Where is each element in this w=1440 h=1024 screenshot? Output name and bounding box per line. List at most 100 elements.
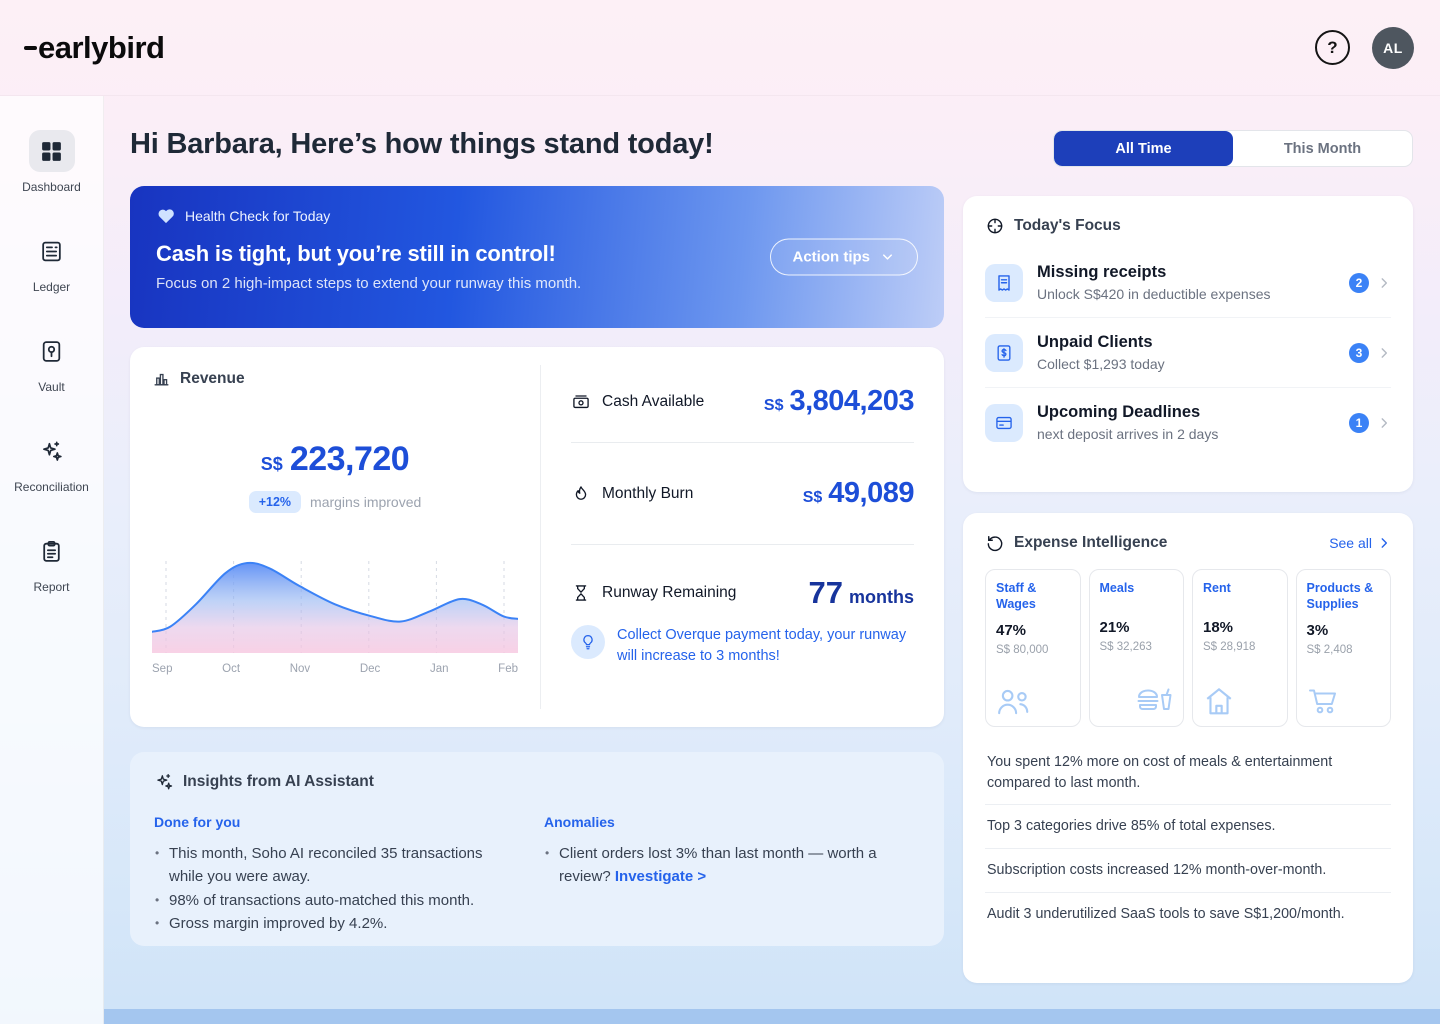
sidebar-item-vault[interactable]: Vault: [29, 330, 75, 394]
revenue-header: Revenue: [152, 369, 518, 388]
category-amount: S$ 80,000: [996, 643, 1049, 656]
sidebar-item-report[interactable]: Report: [29, 530, 75, 594]
revenue-chart: [152, 561, 518, 653]
chevron-right-icon: [1377, 276, 1391, 290]
invoice-dollar-icon: [985, 333, 1023, 372]
category-amount: S$ 32,263: [1099, 641, 1152, 653]
top-bar: earlybird ? AL: [0, 0, 1440, 96]
see-all-label: See all: [1329, 535, 1372, 551]
month-label: Dec: [359, 663, 381, 675]
expense-note: You spent 12% more on cost of meals & en…: [987, 754, 1333, 791]
todays-focus-card: Today's Focus Missing receipts Unlock S$…: [963, 196, 1413, 492]
banner-subtitle: Focus on 2 high-impact steps to extend y…: [156, 275, 582, 292]
focus-item-meta: 3: [1349, 342, 1391, 363]
stat-label: Runway Remaining: [602, 584, 737, 601]
stat-cash-available: Cash Available S$ 3,804,203: [571, 369, 914, 443]
expense-notes: You spent 12% more on cost of meals & en…: [985, 741, 1391, 936]
done-for-you-title: Done for you: [154, 814, 241, 830]
category-percent: 21%: [1099, 619, 1130, 636]
category-name: Rent: [1203, 581, 1231, 595]
question-mark-icon: ?: [1327, 37, 1338, 57]
focus-item-unpaid-clients[interactable]: Unpaid Clients Collect $1,293 today 3: [985, 317, 1391, 387]
stat-amount: 3,804,203: [789, 385, 914, 417]
insights-header: Insights from AI Assistant: [154, 772, 920, 792]
count-badge: 3: [1349, 342, 1369, 363]
done-for-you-list: This month, Soho AI reconciled 35 transa…: [154, 842, 514, 935]
stat-value: 77 months: [809, 575, 914, 611]
anomalies-section: Anomalies Client orders lost 3% than las…: [544, 814, 920, 935]
lightbulb-icon: [571, 625, 605, 659]
runway-months: 77: [808, 575, 843, 610]
stat-label-row: Runway Remaining: [571, 583, 736, 603]
stat-monthly-burn: Monthly Burn S$ 49,089: [571, 443, 914, 545]
category-percent: 47%: [996, 621, 1027, 639]
focus-item-upcoming-deadlines[interactable]: Upcoming Deadlines next deposit arrives …: [985, 387, 1391, 457]
category-staff-wages: Staff & Wages 47% S$ 80,000: [985, 569, 1081, 727]
category-percent: 3%: [1306, 621, 1329, 639]
focus-item-title: Upcoming Deadlines: [1037, 403, 1201, 421]
banner-eyebrow-label: Health Check for Today: [185, 208, 331, 224]
action-tips-button[interactable]: Action tips: [769, 238, 918, 276]
category-percent: 18%: [1203, 619, 1234, 636]
sidebar-item-reconciliation[interactable]: Reconciliation: [14, 430, 89, 494]
expense-header: Expense Intelligence See all: [985, 533, 1391, 553]
month-label: Sep: [152, 663, 173, 675]
focus-item-meta: 2: [1349, 272, 1391, 293]
currency-prefix: S$: [260, 454, 283, 474]
focus-rows: Missing receipts Unlock S$420 in deducti…: [985, 248, 1391, 457]
toggle-all-time[interactable]: All Time: [1054, 131, 1233, 166]
revenue-delta-row: +12% margins improved: [152, 491, 518, 513]
cash-icon: [571, 392, 591, 412]
dashboard-grid-icon: [28, 130, 75, 172]
focus-texts: Missing receipts Unlock S$420 in deducti…: [1037, 263, 1271, 302]
top-actions: ? AL: [1315, 26, 1414, 69]
app-logo[interactable]: earlybird: [24, 30, 165, 66]
anomalies-list: Client orders lost 3% than last month — …: [544, 842, 920, 889]
focus-item-subtitle: Unlock S$420 in deductible expenses: [1037, 286, 1271, 302]
sidebar: Dashboard Ledger Vault Reconciliation Re…: [0, 96, 104, 1024]
stat-label-row: Cash Available: [571, 392, 704, 412]
expense-note: Subscription costs increased 12% month-o…: [985, 848, 1391, 892]
focus-item-meta: 1: [1349, 412, 1391, 433]
target-icon: [985, 216, 1005, 236]
todays-focus-header: Today's Focus: [985, 216, 1391, 236]
action-tips-label: Action tips: [792, 248, 871, 266]
chevron-right-icon: [1381, 538, 1388, 548]
revenue-panel: Revenue S$ 223,720 +12% margins improved: [130, 347, 540, 727]
category-meals: Meals 21% S$ 32,263: [1088, 569, 1184, 727]
sidebar-item-label: Ledger: [32, 280, 71, 294]
sidebar-item-label: Dashboard: [22, 180, 81, 194]
sidebar-item-dashboard[interactable]: Dashboard: [22, 130, 81, 194]
month-label: Jan: [429, 663, 449, 675]
revenue-value: S$ 223,720: [152, 440, 518, 479]
help-button[interactable]: ?: [1315, 30, 1350, 65]
avatar[interactable]: AL: [1372, 26, 1414, 69]
focus-item-missing-receipts[interactable]: Missing receipts Unlock S$420 in deducti…: [985, 248, 1391, 317]
revenue-label: Revenue: [180, 369, 245, 387]
vault-pin-icon: [29, 330, 75, 372]
key-stats-panel: Cash Available S$ 3,804,203 Monthly Burn…: [541, 347, 944, 727]
insights-title: Insights from AI Assistant: [183, 773, 374, 790]
expense-categories: Staff & Wages 47% S$ 80,000 Meals 21% S$…: [985, 569, 1391, 727]
toggle-this-month[interactable]: This Month: [1233, 131, 1412, 166]
stat-label: Monthly Burn: [602, 484, 694, 502]
runway-unit: months: [849, 587, 914, 607]
expense-note: Audit 3 underutilized SaaS tools to save…: [985, 891, 1391, 936]
sidebar-item-ledger[interactable]: Ledger: [29, 230, 75, 294]
todays-focus-title: Today's Focus: [1014, 217, 1121, 234]
page-title: Hi Barbara, Here’s how things stand toda…: [130, 128, 714, 160]
anomalies-title: Anomalies: [544, 814, 615, 830]
investigate-link[interactable]: Investigate >: [614, 868, 707, 886]
category-amount: S$ 2,408: [1306, 643, 1353, 656]
expense-intelligence-card: Expense Intelligence See all Staff & Wag…: [963, 513, 1413, 983]
month-label: Nov: [289, 663, 311, 675]
focus-texts: Unpaid Clients Collect $1,293 today: [1037, 333, 1165, 372]
ledger-icon: [29, 230, 75, 272]
people-icon: [996, 686, 1032, 716]
sparkle-icon: [154, 772, 174, 792]
see-all-link[interactable]: See all: [1329, 535, 1391, 551]
delta-badge: +12%: [248, 491, 302, 513]
chevron-right-icon: [1377, 346, 1391, 360]
category-rent: Rent 18% S$ 28,918: [1192, 569, 1288, 727]
logo-dash-icon: [24, 45, 37, 50]
